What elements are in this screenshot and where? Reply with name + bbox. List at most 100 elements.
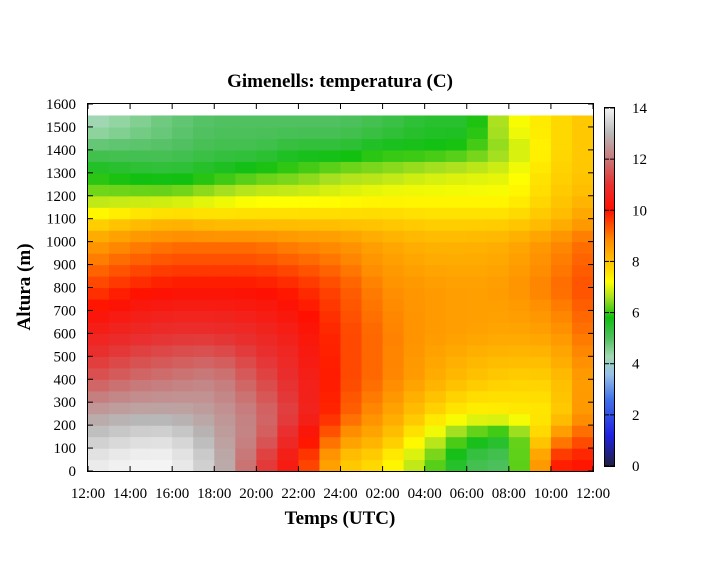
heatmap-cell [529, 218, 552, 231]
colorbar [604, 107, 615, 467]
heatmap-cell [193, 436, 215, 449]
heatmap-cell [193, 425, 215, 438]
heatmap-cell [130, 241, 152, 254]
heatmap-cell [172, 287, 194, 300]
heatmap-cell [571, 126, 594, 140]
heatmap-cell [487, 149, 510, 162]
heatmap-cell [424, 138, 447, 151]
heatmap-cell [550, 402, 573, 415]
heatmap-cell [214, 195, 236, 208]
heatmap-cell [529, 184, 552, 197]
x-tick-label: 02:00 [365, 486, 399, 502]
heatmap-cell [88, 184, 110, 197]
heatmap-cell [151, 172, 173, 185]
heatmap-cell [256, 287, 278, 300]
heatmap-cell [151, 390, 173, 403]
heatmap-cell [571, 207, 594, 220]
heatmap-cell [88, 161, 110, 174]
heatmap-cell [172, 218, 194, 231]
heatmap-cell [445, 379, 468, 392]
heatmap-cell [487, 436, 510, 449]
heatmap-cell [340, 253, 363, 266]
heatmap-cell [382, 184, 405, 197]
heatmap-cell [445, 264, 468, 277]
heatmap-cell [508, 367, 531, 380]
heatmap-cell [466, 264, 489, 277]
heatmap-cell [214, 379, 236, 392]
heatmap-cell [403, 230, 426, 243]
heatmap-cell [172, 425, 194, 438]
heatmap-cell [508, 436, 531, 449]
heatmap-cell [571, 356, 594, 369]
heatmap-cell [193, 448, 215, 461]
heatmap-cell [109, 161, 131, 174]
heatmap-cell [193, 207, 215, 220]
heatmap-cell [193, 321, 215, 334]
heatmap-cell [529, 321, 552, 334]
heatmap-cell [508, 425, 531, 438]
heatmap-cell [529, 367, 552, 380]
x-tick-label: 22:00 [281, 486, 315, 502]
heatmap-cell [466, 448, 489, 461]
heatmap-cell [361, 172, 384, 185]
heatmap-cell [487, 367, 510, 380]
heatmap-cell [151, 115, 173, 128]
heatmap-cell [382, 379, 405, 392]
heatmap-cell [508, 287, 531, 300]
heatmap-cell [319, 333, 342, 346]
heatmap-cell [508, 161, 531, 174]
heatmap-cell [571, 218, 594, 231]
heatmap-cell [340, 425, 363, 438]
heatmap-cell [214, 241, 236, 254]
heatmap-cell [151, 321, 173, 334]
heatmap-cell [529, 253, 552, 266]
heatmap-cell [256, 230, 278, 243]
heatmap-cell [109, 184, 131, 197]
heatmap-cell [340, 321, 363, 334]
heatmap-cell [256, 172, 278, 185]
heatmap-cell [88, 402, 110, 415]
heatmap-cell [382, 425, 405, 438]
heatmap-cell [361, 448, 384, 461]
heatmap-cells [88, 115, 594, 472]
heatmap-cell [445, 241, 468, 254]
heatmap-cell [424, 241, 447, 254]
heatmap-cell [130, 298, 152, 312]
heatmap-cell [382, 276, 405, 289]
heatmap-cell [466, 425, 489, 438]
heatmap-cell [382, 344, 405, 357]
heatmap-cell [151, 413, 173, 426]
heatmap-cell [466, 356, 489, 369]
heatmap-cell [277, 390, 300, 403]
heatmap-cell [88, 172, 110, 185]
heatmap-cell [130, 207, 152, 220]
heatmap-cell [277, 195, 300, 208]
x-tick-label: 08:00 [492, 486, 526, 502]
heatmap-cell [529, 333, 552, 346]
heatmap-cell [487, 310, 510, 323]
heatmap-cell [130, 138, 152, 151]
colorbar-tick-label: 12 [632, 152, 647, 168]
heatmap-cell [130, 425, 152, 438]
heatmap-cell [172, 402, 194, 415]
heatmap-cell [109, 230, 131, 243]
heatmap-cell [508, 241, 531, 254]
heatmap-cell [340, 172, 363, 185]
x-axis-ticks: 12:00 14:00 16:00 18:00 20:00 22:00 24:00 02:00… [71, 104, 610, 502]
heatmap-cell [424, 276, 447, 289]
heatmap-cell [361, 344, 384, 357]
heatmap-cell [109, 264, 131, 277]
heatmap-cell [445, 436, 468, 449]
heatmap-cell [109, 448, 131, 461]
heatmap-cell [529, 459, 552, 472]
heatmap-cell [382, 241, 405, 254]
heatmap-cell [214, 218, 236, 231]
x-tick-label: 20:00 [239, 486, 273, 502]
heatmap-cell [88, 218, 110, 231]
heatmap-cell [487, 344, 510, 357]
heatmap-cell [508, 126, 531, 140]
heatmap-cell [403, 276, 426, 289]
heatmap-cell [214, 459, 236, 472]
heatmap-cell [151, 402, 173, 415]
heatmap-cell [550, 448, 573, 461]
